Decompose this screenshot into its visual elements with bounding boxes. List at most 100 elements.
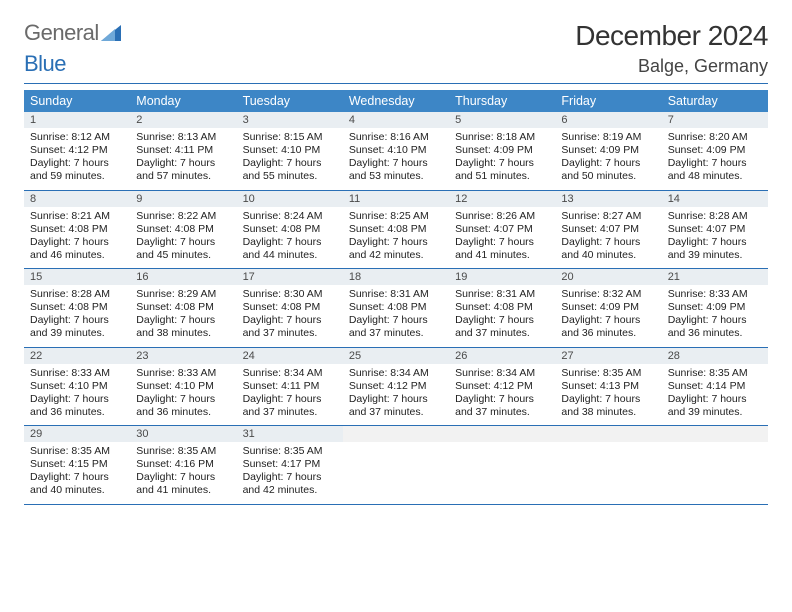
day-number: 13 [555,191,661,207]
day-number: 26 [449,348,555,364]
daylight-line: Daylight: 7 hours and 37 minutes. [455,314,549,340]
day-body [449,442,555,464]
day-body: Sunrise: 8:35 AMSunset: 4:13 PMDaylight:… [555,364,661,426]
day-body: Sunrise: 8:30 AMSunset: 4:08 PMDaylight:… [237,285,343,347]
brand-part2: Blue [24,51,66,77]
empty-cell [343,426,449,505]
day-body: Sunrise: 8:20 AMSunset: 4:09 PMDaylight:… [662,128,768,190]
day-body [662,442,768,464]
weekday-header: Monday [130,90,236,112]
sunset-line: Sunset: 4:15 PM [30,458,124,471]
day-number: 22 [24,348,130,364]
day-body: Sunrise: 8:28 AMSunset: 4:07 PMDaylight:… [662,207,768,269]
day-number: 16 [130,269,236,285]
day-cell: 21Sunrise: 8:33 AMSunset: 4:09 PMDayligh… [662,269,768,348]
sunset-line: Sunset: 4:12 PM [349,380,443,393]
day-body: Sunrise: 8:35 AMSunset: 4:15 PMDaylight:… [24,442,130,504]
sunrise-line: Sunrise: 8:35 AM [30,445,124,458]
day-number: 28 [662,348,768,364]
daylight-line: Daylight: 7 hours and 53 minutes. [349,157,443,183]
day-body: Sunrise: 8:16 AMSunset: 4:10 PMDaylight:… [343,128,449,190]
day-number: 27 [555,348,661,364]
sunrise-line: Sunrise: 8:25 AM [349,210,443,223]
calendar-page: General December 2024 Blue Balge, German… [0,0,792,525]
day-cell: 27Sunrise: 8:35 AMSunset: 4:13 PMDayligh… [555,347,661,426]
day-cell: 3Sunrise: 8:15 AMSunset: 4:10 PMDaylight… [237,112,343,190]
header-row: General December 2024 [24,20,768,52]
sunset-line: Sunset: 4:17 PM [243,458,337,471]
day-body: Sunrise: 8:13 AMSunset: 4:11 PMDaylight:… [130,128,236,190]
daylight-line: Daylight: 7 hours and 37 minutes. [243,314,337,340]
day-body: Sunrise: 8:22 AMSunset: 4:08 PMDaylight:… [130,207,236,269]
sunset-line: Sunset: 4:14 PM [668,380,762,393]
location: Balge, Germany [638,56,768,77]
daylight-line: Daylight: 7 hours and 40 minutes. [30,471,124,497]
daylight-line: Daylight: 7 hours and 42 minutes. [349,236,443,262]
daylight-line: Daylight: 7 hours and 45 minutes. [136,236,230,262]
day-body: Sunrise: 8:15 AMSunset: 4:10 PMDaylight:… [237,128,343,190]
day-number: 18 [343,269,449,285]
calendar-row: 1Sunrise: 8:12 AMSunset: 4:12 PMDaylight… [24,112,768,190]
day-cell: 30Sunrise: 8:35 AMSunset: 4:16 PMDayligh… [130,426,236,505]
sunset-line: Sunset: 4:08 PM [243,223,337,236]
day-body: Sunrise: 8:33 AMSunset: 4:09 PMDaylight:… [662,285,768,347]
daylight-line: Daylight: 7 hours and 37 minutes. [455,393,549,419]
day-body: Sunrise: 8:26 AMSunset: 4:07 PMDaylight:… [449,207,555,269]
day-number: 23 [130,348,236,364]
sunset-line: Sunset: 4:13 PM [561,380,655,393]
day-body: Sunrise: 8:25 AMSunset: 4:08 PMDaylight:… [343,207,449,269]
sunrise-line: Sunrise: 8:28 AM [30,288,124,301]
day-cell: 28Sunrise: 8:35 AMSunset: 4:14 PMDayligh… [662,347,768,426]
day-number: 3 [237,112,343,128]
day-cell: 26Sunrise: 8:34 AMSunset: 4:12 PMDayligh… [449,347,555,426]
sunset-line: Sunset: 4:07 PM [561,223,655,236]
sunset-line: Sunset: 4:08 PM [136,301,230,314]
day-number: 11 [343,191,449,207]
day-cell: 7Sunrise: 8:20 AMSunset: 4:09 PMDaylight… [662,112,768,190]
day-cell: 11Sunrise: 8:25 AMSunset: 4:08 PMDayligh… [343,190,449,269]
day-body: Sunrise: 8:12 AMSunset: 4:12 PMDaylight:… [24,128,130,190]
sunrise-line: Sunrise: 8:16 AM [349,131,443,144]
day-cell: 10Sunrise: 8:24 AMSunset: 4:08 PMDayligh… [237,190,343,269]
day-number [555,426,661,442]
day-cell: 15Sunrise: 8:28 AMSunset: 4:08 PMDayligh… [24,269,130,348]
weekday-header: Sunday [24,90,130,112]
daylight-line: Daylight: 7 hours and 39 minutes. [668,393,762,419]
calendar-table: SundayMondayTuesdayWednesdayThursdayFrid… [24,90,768,505]
weekday-header: Wednesday [343,90,449,112]
daylight-line: Daylight: 7 hours and 48 minutes. [668,157,762,183]
sunset-line: Sunset: 4:10 PM [136,380,230,393]
day-number: 2 [130,112,236,128]
day-cell: 5Sunrise: 8:18 AMSunset: 4:09 PMDaylight… [449,112,555,190]
brand-logo: General [24,20,121,46]
daylight-line: Daylight: 7 hours and 38 minutes. [136,314,230,340]
daylight-line: Daylight: 7 hours and 37 minutes. [243,393,337,419]
header-rule [24,83,768,84]
sunrise-line: Sunrise: 8:34 AM [243,367,337,380]
calendar-row: 22Sunrise: 8:33 AMSunset: 4:10 PMDayligh… [24,347,768,426]
daylight-line: Daylight: 7 hours and 46 minutes. [30,236,124,262]
day-number: 9 [130,191,236,207]
day-cell: 2Sunrise: 8:13 AMSunset: 4:11 PMDaylight… [130,112,236,190]
day-number: 10 [237,191,343,207]
day-body: Sunrise: 8:18 AMSunset: 4:09 PMDaylight:… [449,128,555,190]
day-cell: 29Sunrise: 8:35 AMSunset: 4:15 PMDayligh… [24,426,130,505]
daylight-line: Daylight: 7 hours and 36 minutes. [668,314,762,340]
day-number: 20 [555,269,661,285]
sunrise-line: Sunrise: 8:35 AM [243,445,337,458]
day-body: Sunrise: 8:21 AMSunset: 4:08 PMDaylight:… [24,207,130,269]
sunset-line: Sunset: 4:08 PM [349,223,443,236]
daylight-line: Daylight: 7 hours and 55 minutes. [243,157,337,183]
day-cell: 20Sunrise: 8:32 AMSunset: 4:09 PMDayligh… [555,269,661,348]
day-cell: 1Sunrise: 8:12 AMSunset: 4:12 PMDaylight… [24,112,130,190]
sunrise-line: Sunrise: 8:27 AM [561,210,655,223]
calendar-row: 29Sunrise: 8:35 AMSunset: 4:15 PMDayligh… [24,426,768,505]
sunrise-line: Sunrise: 8:26 AM [455,210,549,223]
sunset-line: Sunset: 4:10 PM [349,144,443,157]
sunset-line: Sunset: 4:10 PM [30,380,124,393]
day-number: 25 [343,348,449,364]
month-title: December 2024 [575,20,768,52]
day-cell: 4Sunrise: 8:16 AMSunset: 4:10 PMDaylight… [343,112,449,190]
sunset-line: Sunset: 4:09 PM [561,144,655,157]
calendar-head: SundayMondayTuesdayWednesdayThursdayFrid… [24,90,768,112]
